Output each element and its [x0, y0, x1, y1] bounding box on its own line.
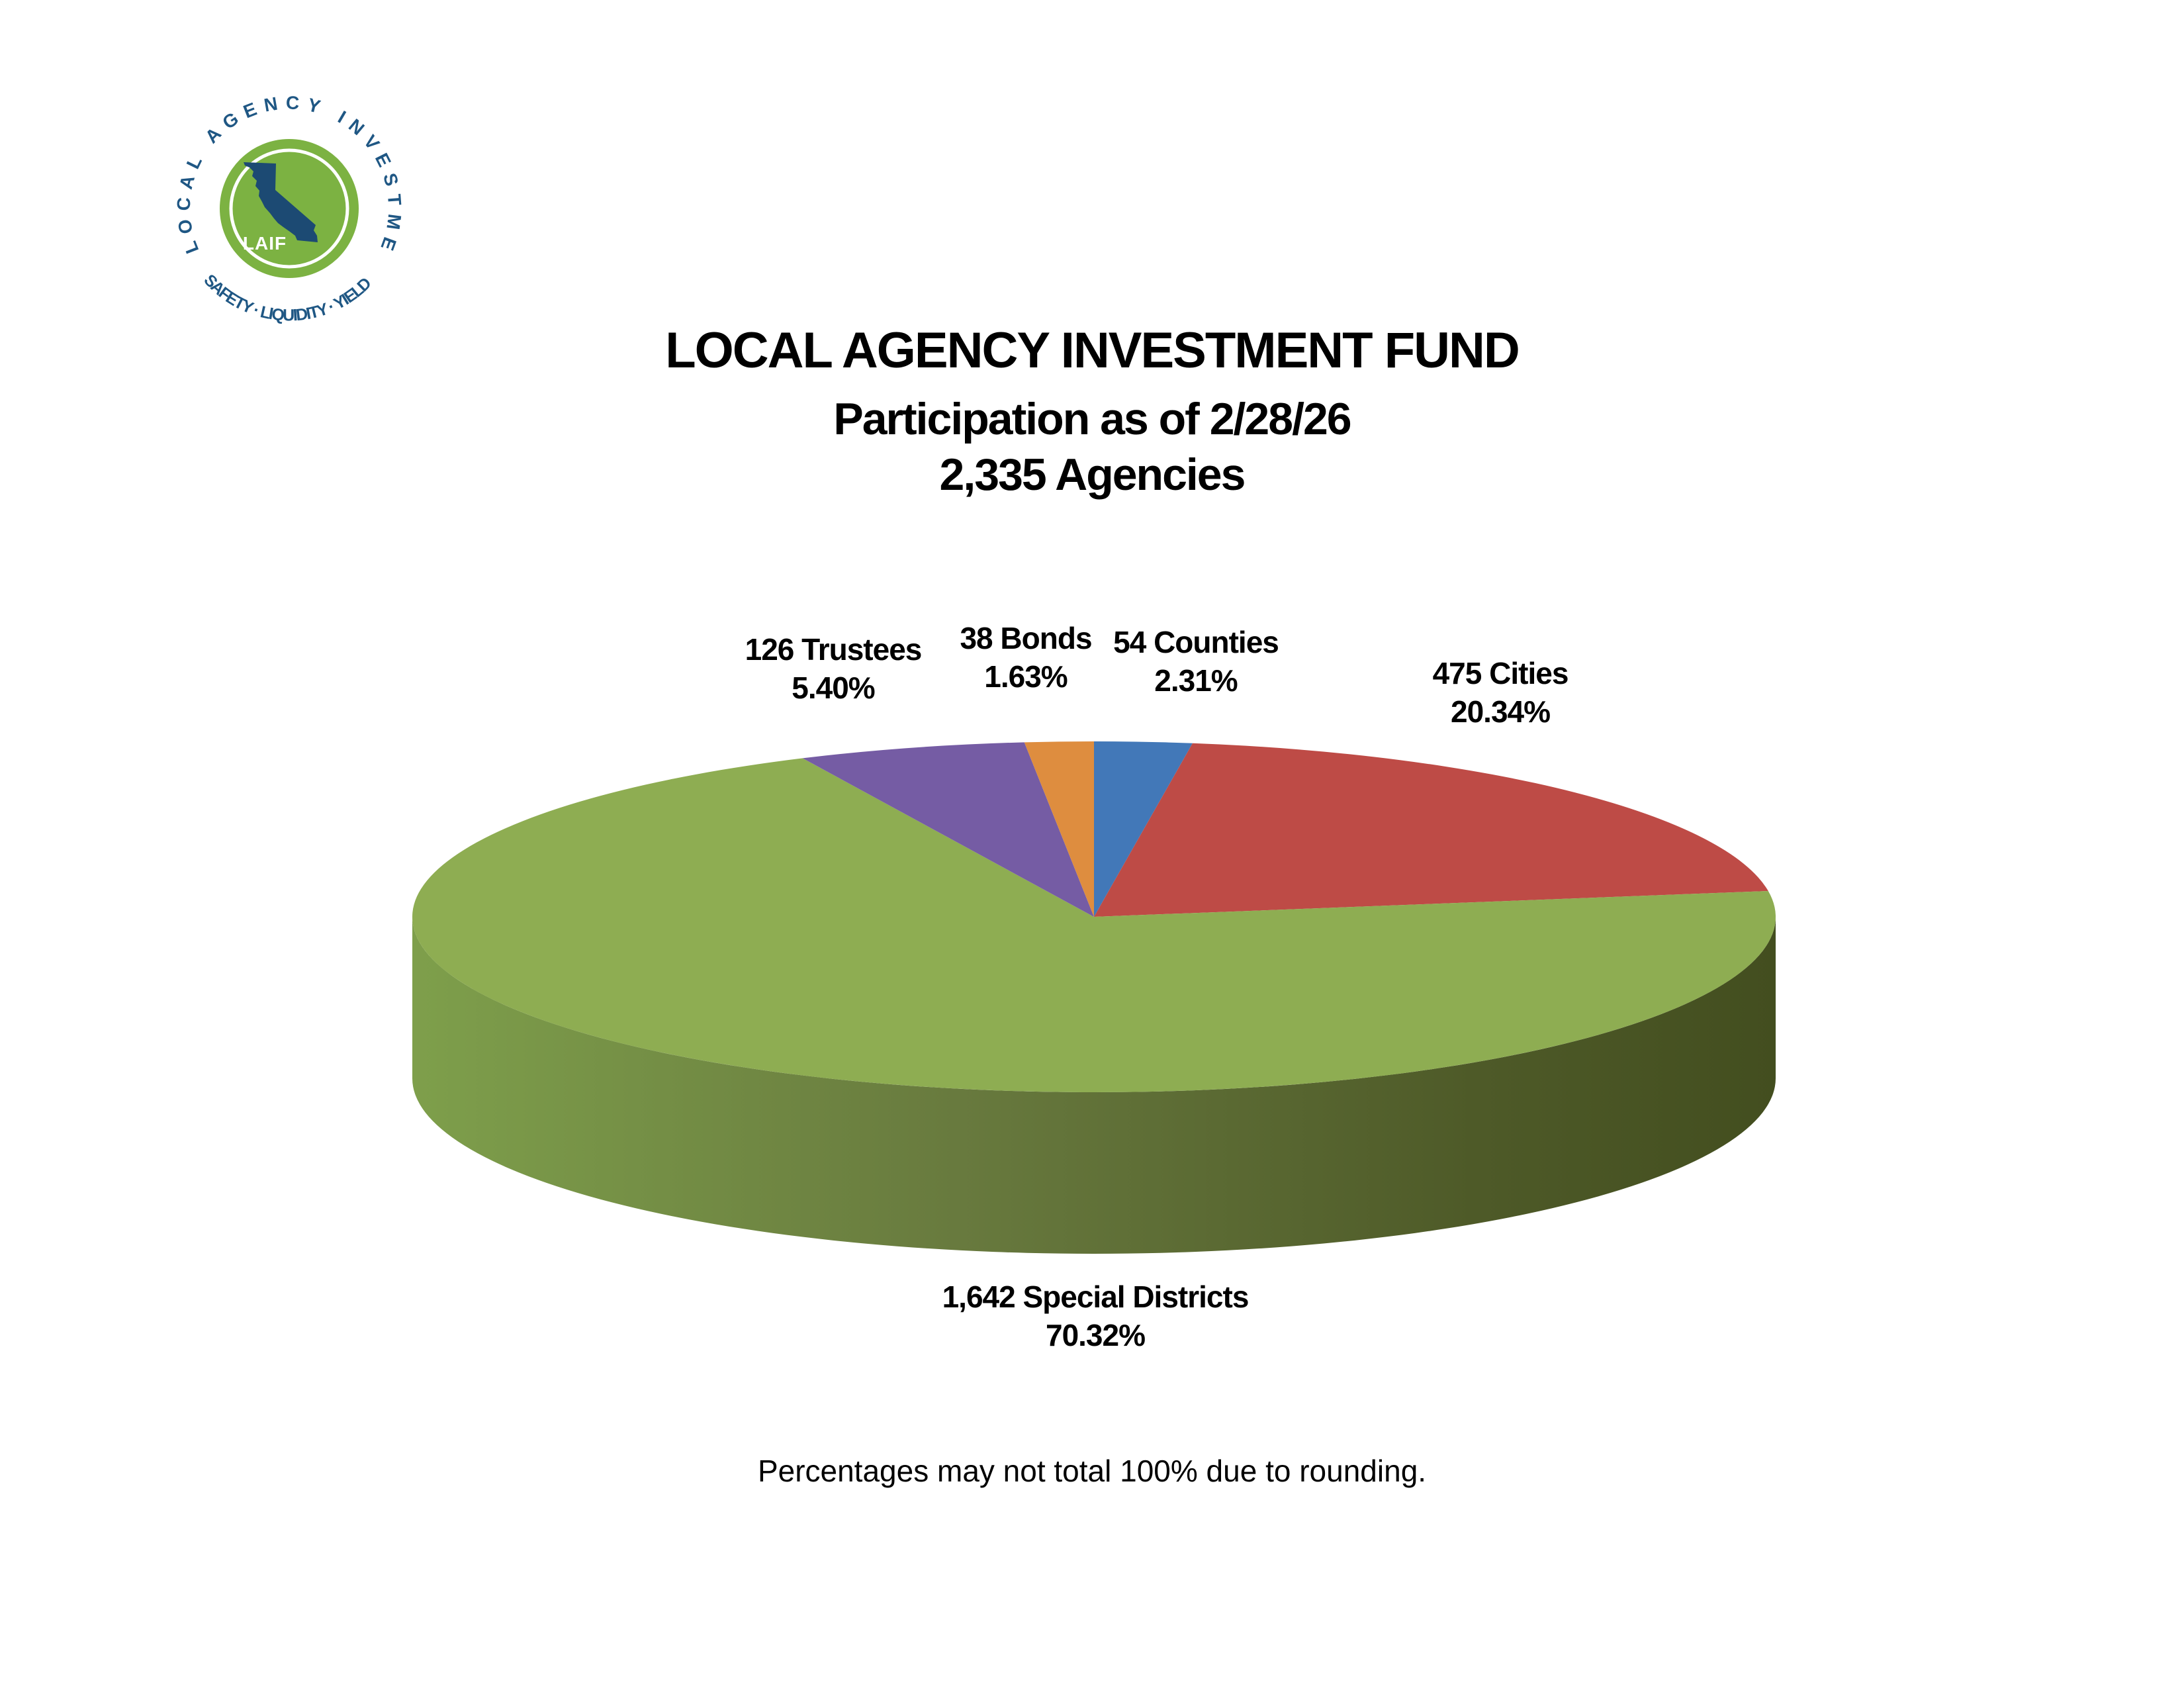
pie-slice-bonds [1024, 741, 1094, 917]
chart-subtitle: Participation as of 2/28/26 [833, 394, 1351, 444]
pie-chart-3d [412, 741, 1776, 1254]
pie-slice-special_districts [412, 758, 1776, 1092]
label-special-districts: 1,642 Special Districts 70.32% [942, 1278, 1250, 1354]
label-trustees: 126 Trustees 5.40% [745, 630, 923, 707]
pie-side-wall [412, 917, 1776, 1254]
rounding-footnote: Percentages may not total 100% due to ro… [757, 1454, 1427, 1488]
label-bonds-name: 38 Bonds [960, 621, 1092, 655]
chart-title: LOCAL AGENCY INVESTMENT FUND [665, 322, 1520, 379]
label-bonds: 38 Bonds 1.63% [960, 619, 1092, 696]
laif-logo: LOCAL AGENCY INVESTMENT FUND SAFETY · LI… [157, 76, 404, 325]
pie-slice-counties [1094, 741, 1193, 917]
label-special-districts-pct: 70.32% [1045, 1318, 1146, 1352]
label-special-districts-name: 1,642 Special Districts [942, 1280, 1250, 1314]
pie-slice-cities [1094, 743, 1768, 917]
chart-total-agencies: 2,335 Agencies [939, 449, 1246, 500]
pie-slice-trustees [802, 742, 1094, 917]
california-state-icon [244, 162, 318, 242]
label-counties: 54 Counties 2.31% [1113, 623, 1279, 700]
label-bonds-pct: 1.63% [984, 659, 1068, 694]
logo-ring-text-bottom: SAFETY · LIQUIDITY · YIELD [200, 271, 375, 325]
pie-slices-group [412, 741, 1776, 1092]
label-cities-name: 475 Cities [1432, 656, 1569, 690]
label-counties-pct: 2.31% [1154, 663, 1238, 698]
label-counties-name: 54 Counties [1113, 625, 1279, 659]
label-cities: 475 Cities 20.34% [1433, 654, 1569, 731]
logo-inner-ring [229, 148, 349, 269]
logo-acronym: LAIF [243, 233, 287, 254]
label-cities-pct: 20.34% [1450, 694, 1551, 729]
label-trustees-pct: 5.40% [792, 671, 875, 705]
label-trustees-name: 126 Trustees [745, 632, 923, 667]
